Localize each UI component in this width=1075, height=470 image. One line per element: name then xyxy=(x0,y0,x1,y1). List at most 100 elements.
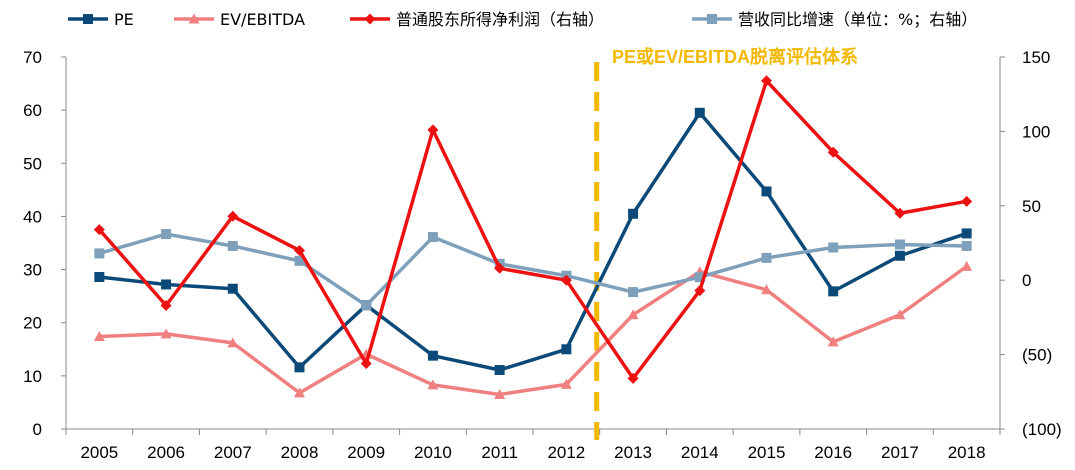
data-point-marker xyxy=(93,331,105,342)
data-point-marker xyxy=(561,344,572,355)
data-point-marker xyxy=(828,242,839,253)
data-point-marker xyxy=(361,300,372,311)
data-point-marker xyxy=(161,279,172,290)
left-axis-tick-label: 10 xyxy=(23,367,42,386)
x-axis-tick-label: 2009 xyxy=(347,443,385,462)
data-point-marker xyxy=(494,262,506,274)
x-axis-tick-label: 2007 xyxy=(214,443,252,462)
data-point-marker xyxy=(427,232,438,243)
data-point-marker xyxy=(227,283,238,294)
data-point-marker xyxy=(694,285,706,297)
data-point-marker xyxy=(627,309,639,320)
x-axis-tick-label: 2006 xyxy=(147,443,185,462)
series-group xyxy=(93,75,973,384)
data-point-marker xyxy=(294,362,305,373)
legend-label: PE xyxy=(114,10,134,29)
data-point-marker xyxy=(294,244,305,256)
annotation-layer: PE或EV/EBITDA脱离评估体系 xyxy=(612,46,858,67)
data-point-marker xyxy=(94,272,105,283)
axes: 0 10 20 30 40 50 60 70 (100) (50) 0 50 100 150 2005 200… xyxy=(23,48,1062,462)
series-line xyxy=(98,79,967,381)
data-point-marker xyxy=(494,365,505,376)
data-point-marker xyxy=(628,287,639,298)
left-axis-tick-label: 50 xyxy=(23,154,42,173)
data-point-marker xyxy=(828,286,839,297)
x-axis-tick-label: 2010 xyxy=(414,443,452,462)
x-axis-tick-label: 2017 xyxy=(881,443,919,462)
legend: PE EV/EBITDA 普通股东所得净利润（右轴） 营收同比增速（单位：%；右轴） xyxy=(68,10,977,29)
data-point-marker xyxy=(827,146,839,158)
series-group xyxy=(94,229,972,311)
data-point-marker xyxy=(761,75,772,87)
x-axis-tick-label: 2015 xyxy=(748,443,786,462)
legend-swatch-marker xyxy=(707,14,717,24)
data-point-marker xyxy=(761,284,772,295)
x-axis-tick-label: 2012 xyxy=(547,443,585,462)
x-axis-tick-label: 2016 xyxy=(814,443,852,462)
right-axis-tick-label: 50 xyxy=(1022,197,1041,216)
x-axis-tick-label: 2011 xyxy=(481,443,518,462)
data-point-marker xyxy=(827,336,839,347)
data-point-marker xyxy=(294,255,305,266)
left-axis-tick-label: 0 xyxy=(33,420,42,439)
data-point-marker xyxy=(560,378,572,389)
x-axis-tick-label: 2013 xyxy=(614,443,652,462)
data-point-marker xyxy=(93,224,105,236)
right-axis-tick-label: (100) xyxy=(1022,420,1062,439)
data-point-marker xyxy=(961,195,973,207)
data-point-marker xyxy=(94,248,105,259)
data-point-marker xyxy=(427,350,438,361)
series-line xyxy=(99,111,968,372)
data-point-marker xyxy=(427,124,439,136)
data-point-marker xyxy=(894,239,905,250)
data-point-marker xyxy=(494,388,506,399)
data-point-marker xyxy=(694,107,705,118)
x-axis-tick-label: 2005 xyxy=(80,443,118,462)
left-axis-tick-label: 60 xyxy=(23,101,42,120)
right-axis-tick-label: 150 xyxy=(1022,48,1050,67)
data-point-marker xyxy=(227,210,239,222)
series-group xyxy=(93,260,973,399)
legend-label: EV/EBITDA xyxy=(220,10,305,29)
data-point-marker xyxy=(761,252,772,263)
data-point-marker xyxy=(427,379,439,390)
data-point-marker xyxy=(694,272,705,283)
data-point-marker xyxy=(160,328,172,339)
data-point-marker xyxy=(161,229,172,240)
series-line xyxy=(99,264,968,397)
x-axis-tick-label: 2018 xyxy=(948,443,986,462)
data-point-marker xyxy=(961,228,972,239)
data-point-marker xyxy=(894,309,906,320)
data-point-marker xyxy=(160,299,172,311)
data-point-marker xyxy=(227,337,239,348)
legend-swatch-marker xyxy=(188,13,200,24)
series-group xyxy=(94,107,972,376)
legend-label: 普通股东所得净利润（右轴） xyxy=(396,10,604,29)
series-line xyxy=(98,232,967,308)
data-point-marker xyxy=(894,207,906,219)
data-point-marker xyxy=(294,387,305,398)
left-axis-tick-label: 40 xyxy=(23,207,42,226)
data-point-marker xyxy=(360,358,372,370)
right-axis-tick-label: (50) xyxy=(1022,346,1052,365)
legend-swatch-marker xyxy=(364,13,376,25)
data-point-marker xyxy=(961,260,973,271)
left-axis-tick-label: 20 xyxy=(23,314,42,333)
legend-swatch-marker xyxy=(83,14,93,24)
legend-label: 营收同比增速（单位：%；右轴） xyxy=(738,10,977,29)
left-axis-tick-label: 70 xyxy=(23,48,42,67)
data-point-marker xyxy=(227,240,238,251)
left-axis-tick-label: 30 xyxy=(23,261,42,280)
series-layer xyxy=(93,75,973,399)
data-point-marker xyxy=(560,274,572,286)
data-point-marker xyxy=(627,372,639,384)
x-axis-tick-label: 2014 xyxy=(681,443,719,462)
data-point-marker xyxy=(761,186,772,197)
data-point-marker xyxy=(961,240,972,251)
right-axis-tick-label: 100 xyxy=(1022,122,1050,141)
data-point-marker xyxy=(894,250,905,261)
annotation-text: PE或EV/EBITDA脱离评估体系 xyxy=(612,46,858,67)
data-point-marker xyxy=(628,208,639,219)
right-axis-tick-label: 0 xyxy=(1022,271,1031,290)
